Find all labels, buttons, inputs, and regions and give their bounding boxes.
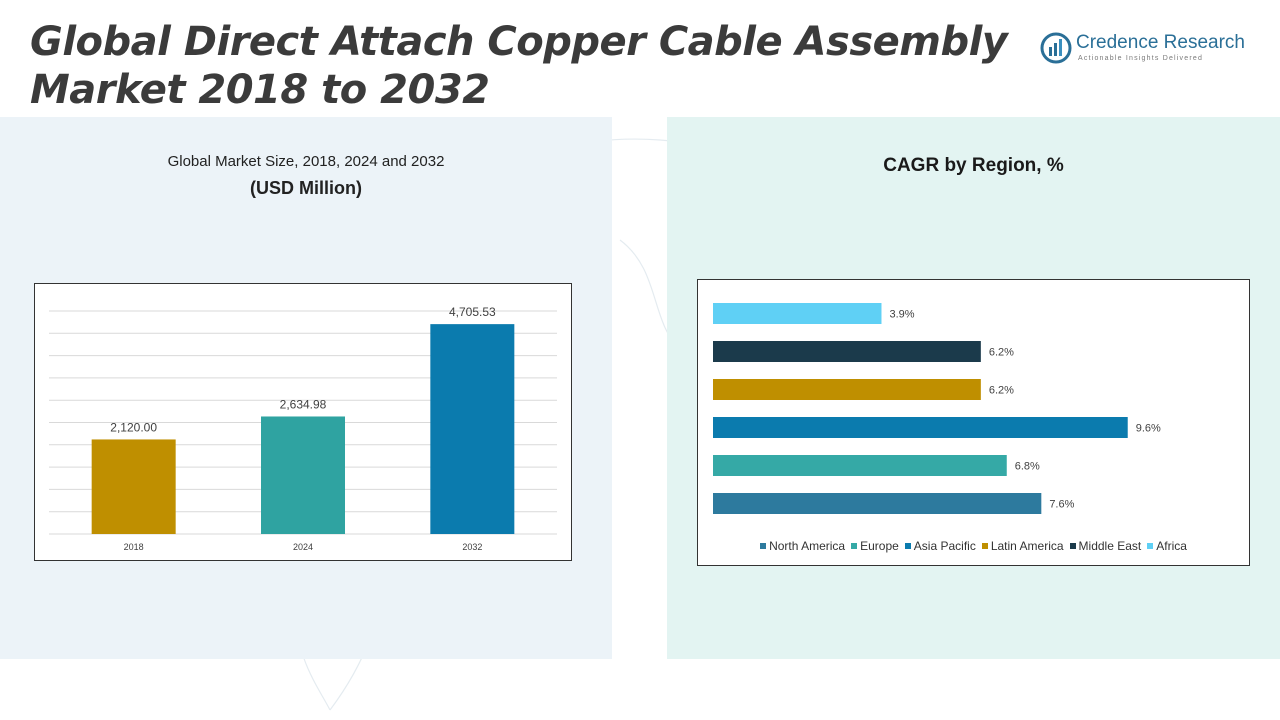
data-label-asia-pacific: 9.6%: [1136, 423, 1161, 435]
legend-item-north-america: North America: [760, 539, 845, 553]
legend-swatch: [851, 543, 858, 549]
cagr-title: CAGR by Region, %: [883, 155, 1064, 176]
legend-swatch: [981, 543, 988, 549]
legend-swatch: [904, 543, 911, 549]
title-line-1: Global Direct Attach Copper Cable Assemb…: [30, 19, 1008, 65]
legend-item-europe: Europe: [851, 539, 899, 553]
legend-label: Middle East: [1078, 539, 1142, 553]
x-tick-2032: 2032: [462, 542, 482, 552]
data-label-africa: 3.9%: [889, 309, 914, 321]
data-label-2032: 4,705.53: [449, 305, 496, 319]
cagr-legend: North America Europe Asia Pacific Latin Ame…: [698, 539, 1249, 553]
data-label-north-america: 7.6%: [1049, 499, 1074, 511]
legend-swatch: [1069, 543, 1076, 549]
legend-item-middle-east: Middle East: [1069, 539, 1142, 553]
cagr-chart: 3.9% 6.2% 6.2% 9.6% 6.8% 7.6% North America Eu…: [697, 279, 1250, 566]
cagr-chart-svg: 3.9% 6.2% 6.2% 9.6% 6.8% 7.6%: [713, 303, 1161, 514]
title-line-2: Market 2018 to 2032: [30, 67, 490, 113]
logo-tagline: Actionable Insights Delivered: [1078, 55, 1204, 62]
legend-item-africa: Africa: [1147, 539, 1187, 553]
data-label-middle-east: 6.2%: [989, 347, 1014, 359]
legend-swatch: [760, 543, 767, 549]
legend-label: Latin America: [990, 539, 1064, 553]
legend-label: Africa: [1156, 539, 1187, 553]
market-size-unit: (USD Million): [250, 178, 362, 198]
data-label-latin-america: 6.2%: [989, 385, 1014, 397]
x-tick-2024: 2024: [293, 542, 313, 552]
legend-label: Asia Pacific: [913, 539, 976, 553]
bar-2018: [91, 439, 176, 534]
bar-latin-america: [713, 379, 981, 400]
data-label-2024: 2,634.98: [280, 397, 327, 411]
bar-africa: [713, 303, 882, 324]
data-label-europe: 6.8%: [1015, 461, 1040, 473]
logo-icon: [1040, 32, 1072, 64]
x-tick-2018: 2018: [124, 542, 144, 552]
data-label-2018: 2,120.00: [110, 420, 157, 434]
bar-asia-pacific: [713, 417, 1128, 438]
page-title: Global Direct Attach Copper Cable Assemb…: [30, 18, 1008, 114]
bar-europe: [713, 455, 1007, 476]
legend-item-asia-pacific: Asia Pacific: [904, 539, 976, 553]
legend-label: Europe: [860, 539, 899, 553]
bar-2024: [261, 416, 345, 534]
legend-swatch: [1147, 543, 1154, 549]
bar-2032: [430, 324, 515, 534]
credence-research-logo: Credence Research Actionable Insights De…: [1040, 30, 1260, 70]
bar-north-america: [713, 493, 1042, 514]
market-size-chart: 2,120.00 2018 2,634.98 2024 4,705.53 2032: [34, 283, 572, 561]
bar-middle-east: [713, 341, 981, 362]
logo-name: Credence Research: [1076, 32, 1245, 53]
legend-item-latin-america: Latin America: [981, 539, 1064, 553]
legend-label: North America: [769, 539, 846, 553]
market-size-subtitle: Global Market Size, 2018, 2024 and 2032: [167, 153, 445, 170]
market-size-chart-svg: 2,120.00 2018 2,634.98 2024 4,705.53 2032: [49, 305, 557, 552]
